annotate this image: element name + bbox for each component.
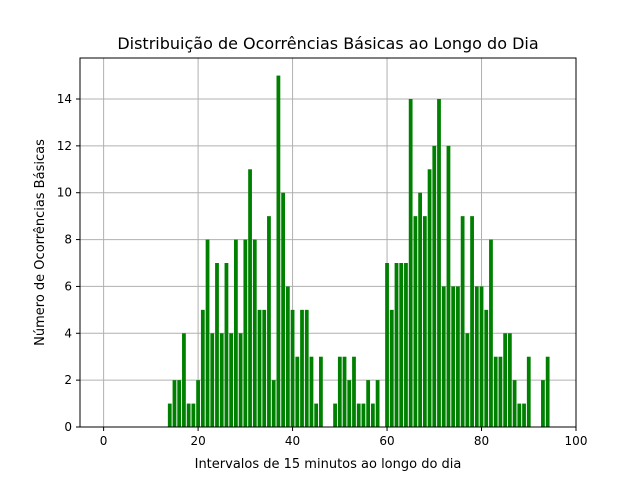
bar bbox=[507, 333, 512, 427]
bar bbox=[290, 309, 295, 427]
bar bbox=[172, 380, 177, 427]
x-tick-label: 80 bbox=[474, 434, 489, 448]
bar bbox=[375, 380, 380, 427]
bar bbox=[432, 145, 437, 427]
bar bbox=[229, 333, 234, 427]
bar bbox=[385, 263, 389, 427]
chart-title: Distribuição de Ocorrências Básicas ao L… bbox=[117, 34, 538, 53]
bar bbox=[517, 403, 522, 427]
bar bbox=[333, 403, 337, 427]
y-tick-label: 12 bbox=[57, 139, 72, 153]
bar bbox=[342, 356, 347, 427]
bar bbox=[252, 239, 257, 427]
bar bbox=[196, 380, 200, 427]
y-tick-label: 6 bbox=[64, 279, 72, 293]
bar bbox=[238, 333, 243, 427]
bar bbox=[489, 239, 493, 427]
bar bbox=[512, 380, 517, 427]
bar bbox=[262, 309, 267, 427]
bar bbox=[446, 145, 451, 427]
bar bbox=[276, 75, 281, 428]
y-tick-label: 0 bbox=[64, 420, 72, 434]
bar bbox=[545, 356, 550, 427]
bar bbox=[498, 356, 503, 427]
x-tick-label: 40 bbox=[285, 434, 300, 448]
bar bbox=[233, 239, 238, 427]
bar bbox=[465, 333, 470, 427]
x-tick-label: 60 bbox=[379, 434, 394, 448]
bar bbox=[404, 263, 408, 427]
bar bbox=[267, 216, 271, 427]
y-tick-label: 2 bbox=[64, 373, 72, 387]
bar bbox=[295, 356, 300, 427]
bar bbox=[522, 403, 526, 427]
bar bbox=[526, 356, 531, 427]
bar bbox=[456, 286, 460, 427]
y-axis-label: Número de Ocorrências Básicas bbox=[33, 139, 48, 346]
bar bbox=[271, 380, 276, 427]
bar bbox=[186, 403, 191, 427]
bar bbox=[337, 356, 342, 427]
bar bbox=[427, 169, 432, 428]
bar bbox=[408, 99, 413, 427]
bar bbox=[493, 356, 498, 427]
bar bbox=[394, 263, 399, 427]
bar bbox=[167, 403, 172, 427]
bars bbox=[167, 75, 550, 428]
bar bbox=[205, 239, 210, 427]
bar bbox=[361, 403, 366, 427]
bar bbox=[257, 309, 262, 427]
y-tick-label: 14 bbox=[57, 92, 72, 106]
bar bbox=[177, 380, 182, 427]
bar bbox=[215, 263, 219, 427]
bar bbox=[366, 380, 371, 427]
bar bbox=[309, 356, 314, 427]
bar bbox=[441, 286, 446, 427]
bar bbox=[300, 309, 304, 427]
bar bbox=[285, 286, 290, 427]
axis-ticks: 0 20 40 60 80 100 0 2 4 6 8 10 12 14 bbox=[57, 92, 588, 448]
bar bbox=[219, 333, 224, 427]
bar bbox=[210, 333, 215, 427]
bar bbox=[243, 239, 248, 427]
bar bbox=[370, 403, 375, 427]
bar bbox=[281, 192, 286, 427]
bar bbox=[418, 192, 423, 427]
bar bbox=[541, 380, 545, 427]
bar bbox=[422, 216, 427, 427]
y-tick-label: 10 bbox=[57, 186, 72, 200]
bar bbox=[413, 216, 418, 427]
bar bbox=[224, 263, 229, 427]
bar bbox=[470, 216, 474, 427]
x-axis-label: Intervalos de 15 minutos ao longo do dia bbox=[195, 457, 462, 472]
bar bbox=[437, 99, 441, 427]
x-tick-label: 0 bbox=[100, 434, 108, 448]
bar bbox=[474, 286, 479, 427]
bar bbox=[479, 286, 484, 427]
bar bbox=[484, 309, 489, 427]
bar bbox=[314, 403, 319, 427]
bar bbox=[352, 356, 356, 427]
x-tick-label: 100 bbox=[565, 434, 588, 448]
bar bbox=[503, 333, 508, 427]
bar bbox=[191, 403, 196, 427]
bar bbox=[451, 286, 456, 427]
bar bbox=[248, 169, 252, 428]
bar bbox=[356, 403, 361, 427]
plot-frame bbox=[79, 57, 577, 428]
x-tick-label: 20 bbox=[190, 434, 205, 448]
bar bbox=[389, 309, 394, 427]
bar bbox=[182, 333, 186, 427]
y-tick-label: 4 bbox=[64, 326, 72, 340]
y-tick-label: 8 bbox=[64, 233, 72, 247]
bar bbox=[399, 263, 404, 427]
bar bbox=[347, 380, 352, 427]
bar bbox=[460, 216, 465, 427]
bar bbox=[304, 309, 309, 427]
bar bbox=[200, 309, 205, 427]
bar bbox=[319, 356, 323, 427]
